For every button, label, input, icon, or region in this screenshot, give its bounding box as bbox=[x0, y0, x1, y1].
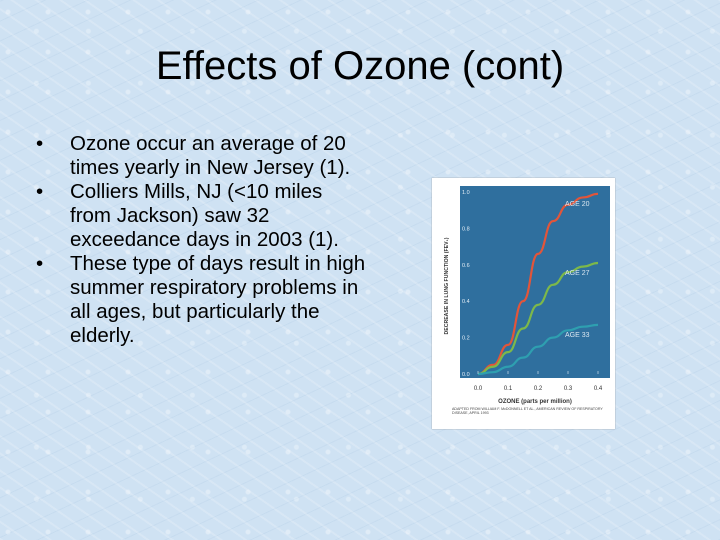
series-line-age-20 bbox=[477, 192, 599, 376]
ozone-chart-figure: 0.0 0.2 0.4 0.6 0.8 1.0 0.0 0.1 0.2 0.3 0.4 AGE 2… bbox=[432, 178, 615, 429]
series-label-age-27: AGE 27 bbox=[565, 270, 590, 277]
y-tick-label: 0.4 bbox=[462, 299, 470, 305]
bullet-item: These type of days result in high summer… bbox=[36, 252, 366, 348]
x-tick-label: 0.4 bbox=[594, 386, 603, 392]
x-tick-label: 0.0 bbox=[474, 386, 483, 392]
y-tick-label: 1.0 bbox=[462, 190, 470, 196]
y-tick-label: 0.8 bbox=[462, 226, 470, 232]
ozone-lung-chart: 0.0 0.2 0.4 0.6 0.8 1.0 0.0 0.1 0.2 0.3 0.4 AGE 2… bbox=[444, 186, 610, 416]
x-axis-label: OZONE (parts per million) bbox=[498, 399, 572, 405]
y-tick-label: 0.2 bbox=[462, 336, 470, 342]
x-tick-label: 0.3 bbox=[564, 386, 573, 392]
series-line-age-27 bbox=[477, 261, 599, 376]
plot-background bbox=[460, 186, 610, 378]
y-axis-label: DECREASE IN LUNG FUNCTION (FEV₁) bbox=[444, 237, 450, 334]
bullet-item: Ozone occur an average of 20 times yearl… bbox=[36, 132, 366, 180]
y-tick-label: 0.6 bbox=[462, 263, 470, 269]
source-note: ADAPTED FROM WILLIAM F. McDONNELL ET AL.… bbox=[452, 407, 603, 416]
x-tick-label: 0.2 bbox=[534, 386, 543, 392]
bullet-item: Colliers Mills, NJ (<10 miles from Jacks… bbox=[36, 180, 366, 252]
slide-title: Effects of Ozone (cont) bbox=[155, 44, 565, 88]
y-tick-label: 0.0 bbox=[462, 372, 470, 378]
series-label-age-20: AGE 20 bbox=[565, 201, 590, 208]
x-tick-label: 0.1 bbox=[504, 386, 513, 392]
bullet-list: Ozone occur an average of 20 times yearl… bbox=[36, 132, 366, 348]
series-label-age-33: AGE 33 bbox=[565, 332, 590, 339]
series-line-age-33 bbox=[477, 323, 599, 376]
